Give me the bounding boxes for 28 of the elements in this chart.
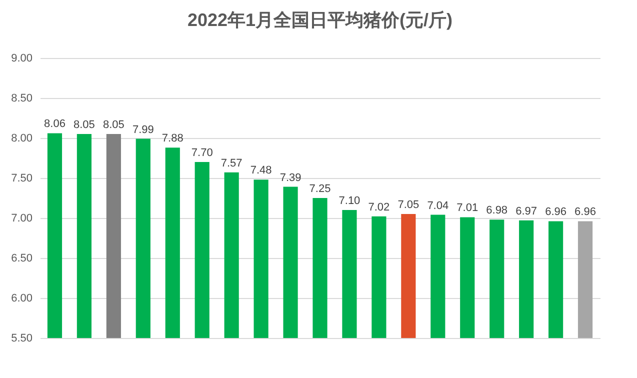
data-label: 7.88 bbox=[162, 132, 184, 145]
data-label: 6.96 bbox=[545, 206, 566, 218]
y-tick-label: 5.50 bbox=[11, 332, 32, 344]
y-tick-label: 6.50 bbox=[11, 252, 32, 264]
data-label: 7.10 bbox=[338, 195, 360, 207]
data-label: 7.99 bbox=[132, 124, 154, 136]
data-label: 7.02 bbox=[368, 201, 390, 214]
data-label: 7.48 bbox=[250, 164, 272, 177]
data-label: 7.05 bbox=[398, 199, 420, 211]
y-tick-label: 8.00 bbox=[11, 132, 32, 144]
data-label: 7.04 bbox=[427, 200, 449, 212]
data-label: 8.06 bbox=[44, 118, 66, 130]
data-label: 6.96 bbox=[574, 206, 596, 218]
y-tick-label: 7.00 bbox=[11, 212, 32, 224]
y-tick-label: 9.00 bbox=[11, 52, 32, 64]
data-label: 7.39 bbox=[280, 172, 302, 184]
data-label: 6.98 bbox=[486, 204, 508, 217]
data-label: 6.97 bbox=[516, 205, 538, 218]
chart-title: 2022年1月全国日平均猪价(元/斤) bbox=[187, 10, 453, 30]
data-label: 7.01 bbox=[456, 202, 478, 214]
y-tick-label: 7.50 bbox=[11, 172, 32, 184]
data-label: 7.57 bbox=[220, 157, 242, 170]
y-tick-label: 6.00 bbox=[11, 292, 32, 304]
y-tick-label: 8.50 bbox=[11, 92, 32, 104]
data-label: 8.05 bbox=[74, 119, 95, 131]
data-label: 7.70 bbox=[191, 147, 213, 159]
data-label: 8.05 bbox=[102, 119, 124, 131]
data-label: 7.25 bbox=[309, 183, 331, 195]
